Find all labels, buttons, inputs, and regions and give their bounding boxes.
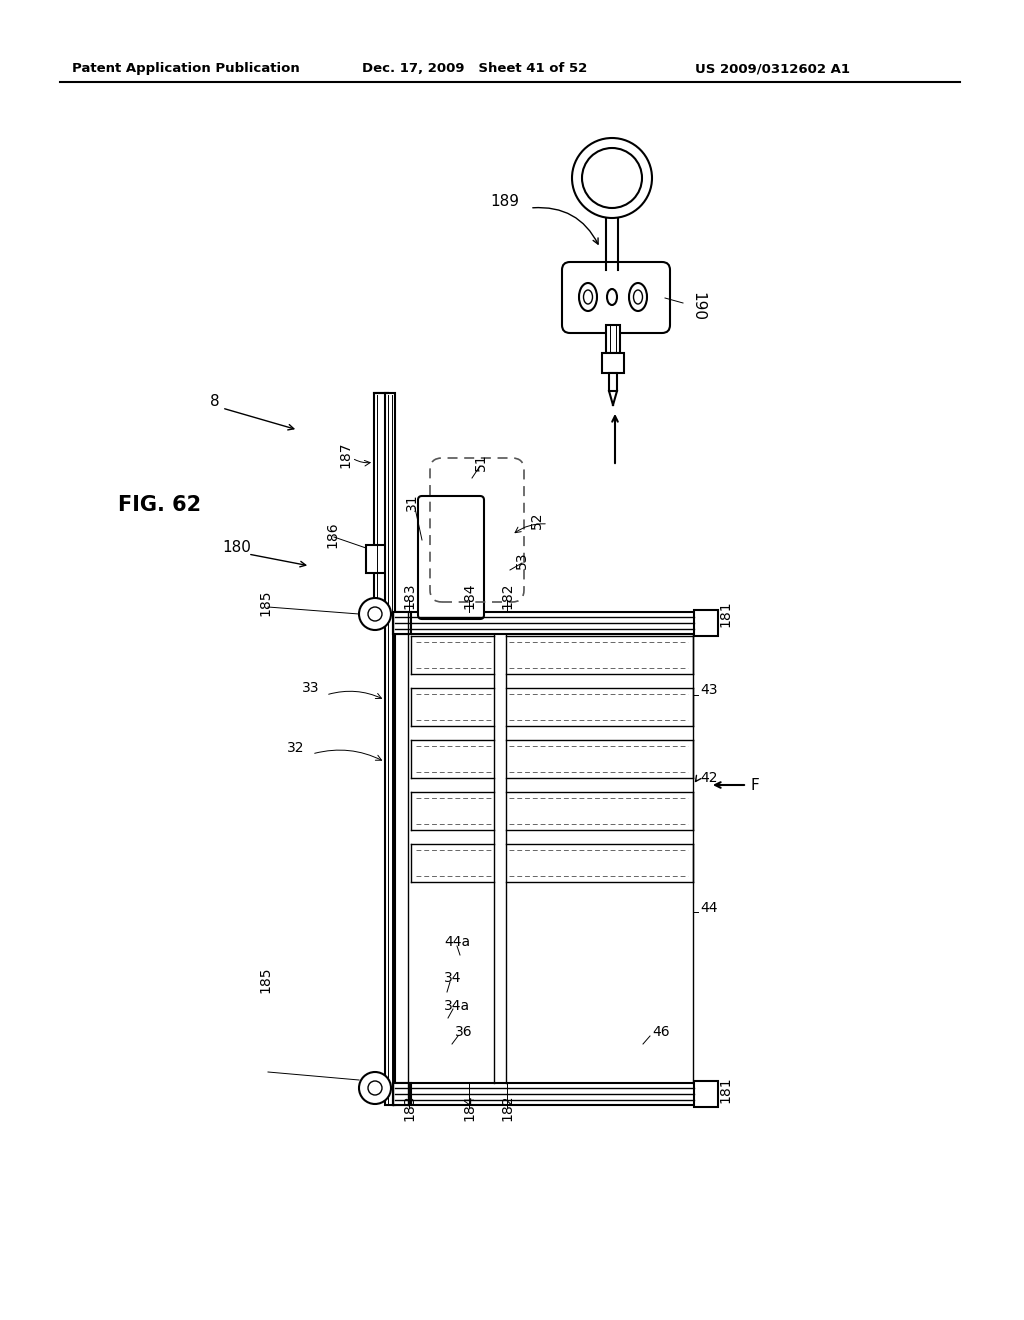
Text: 190: 190 xyxy=(690,293,705,322)
Text: 187: 187 xyxy=(338,442,352,469)
Text: 46: 46 xyxy=(652,1026,670,1039)
Ellipse shape xyxy=(607,289,617,305)
Text: 34: 34 xyxy=(444,972,462,985)
Text: 181: 181 xyxy=(718,601,732,627)
Text: 185: 185 xyxy=(258,966,272,993)
Bar xyxy=(393,1082,716,1105)
Bar xyxy=(602,352,624,374)
Circle shape xyxy=(359,1072,391,1104)
Text: 44a: 44a xyxy=(444,935,470,949)
Circle shape xyxy=(585,150,639,205)
Text: Dec. 17, 2009   Sheet 41 of 52: Dec. 17, 2009 Sheet 41 of 52 xyxy=(362,62,587,75)
Text: 34a: 34a xyxy=(444,999,470,1012)
Text: 53: 53 xyxy=(515,552,529,569)
Text: 36: 36 xyxy=(455,1026,473,1039)
Bar xyxy=(694,1081,718,1107)
Ellipse shape xyxy=(629,282,647,312)
Circle shape xyxy=(572,139,652,218)
FancyBboxPatch shape xyxy=(418,496,484,619)
Ellipse shape xyxy=(584,290,593,304)
Text: 44: 44 xyxy=(700,902,718,915)
Circle shape xyxy=(359,598,391,630)
Bar xyxy=(694,610,718,636)
Bar xyxy=(393,1082,411,1105)
Ellipse shape xyxy=(579,282,597,312)
Bar xyxy=(385,393,395,1105)
Text: F: F xyxy=(750,777,759,792)
Text: 42: 42 xyxy=(700,771,718,785)
Text: US 2009/0312602 A1: US 2009/0312602 A1 xyxy=(695,62,850,75)
Text: 51: 51 xyxy=(474,453,488,471)
Text: 43: 43 xyxy=(700,682,718,697)
Text: 183: 183 xyxy=(402,582,416,610)
Circle shape xyxy=(368,1081,382,1096)
Text: 185: 185 xyxy=(258,590,272,616)
Circle shape xyxy=(582,148,642,209)
Text: 31: 31 xyxy=(406,494,419,511)
Text: 184: 184 xyxy=(462,1094,476,1121)
FancyBboxPatch shape xyxy=(562,261,670,333)
Text: 186: 186 xyxy=(325,521,339,548)
Bar xyxy=(606,325,620,352)
Text: 52: 52 xyxy=(530,511,544,529)
Text: 182: 182 xyxy=(500,1094,514,1121)
Circle shape xyxy=(368,607,382,620)
Bar xyxy=(366,545,390,573)
Bar xyxy=(393,612,411,634)
Text: 184: 184 xyxy=(462,582,476,610)
Text: 181: 181 xyxy=(718,1077,732,1104)
Bar xyxy=(393,612,716,634)
Text: 33: 33 xyxy=(302,681,319,696)
Bar xyxy=(609,374,617,391)
Text: 8: 8 xyxy=(210,395,219,409)
Ellipse shape xyxy=(634,290,642,304)
Text: 32: 32 xyxy=(287,741,304,755)
Text: 189: 189 xyxy=(490,194,519,210)
Bar xyxy=(374,393,388,612)
Text: Patent Application Publication: Patent Application Publication xyxy=(72,62,300,75)
Text: 183: 183 xyxy=(402,1094,416,1121)
Text: 180: 180 xyxy=(222,540,251,556)
Text: 182: 182 xyxy=(500,582,514,610)
Text: FIG. 62: FIG. 62 xyxy=(118,495,201,515)
